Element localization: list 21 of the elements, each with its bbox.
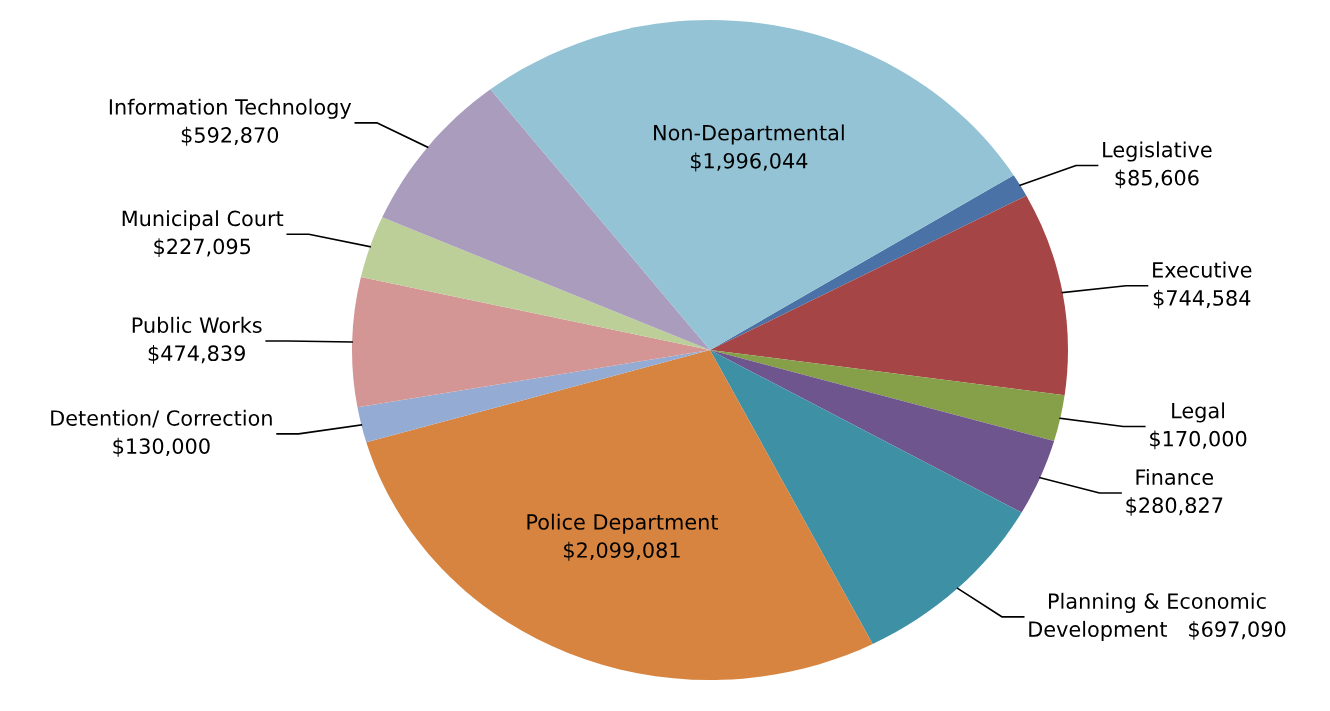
data-label: $170,000 (1150, 430, 1247, 450)
data-label: $85,606 (1115, 169, 1199, 189)
data-label: $227,095 (154, 238, 251, 258)
slice-label: Police Department (527, 513, 719, 534)
slice-label: Public Works (132, 316, 262, 333)
data-label: $592,870 (181, 126, 279, 146)
slice-label: Non-Departmental (654, 124, 844, 145)
data-label: $280,827 (1126, 496, 1223, 516)
data-label: $474,839 (148, 344, 245, 364)
data-label: $744,584 (1153, 289, 1251, 309)
slice-label: Legislative (1103, 141, 1212, 162)
slice-label: Legal (1172, 402, 1225, 423)
slice-label: Detention/ Correction (51, 409, 272, 428)
slice-label: Information Technology (109, 98, 352, 119)
data-label: $1,996,044 (690, 152, 808, 172)
slice-label: Municipal Court (122, 210, 284, 231)
slice-label: Finance (1136, 468, 1214, 486)
data-label: $2,099,081 (564, 541, 680, 561)
slice-label: Executive (1153, 261, 1252, 278)
slice-label: Planning & Economic Development $697,090 (1029, 592, 1286, 642)
data-label: $130,000 (113, 437, 210, 457)
